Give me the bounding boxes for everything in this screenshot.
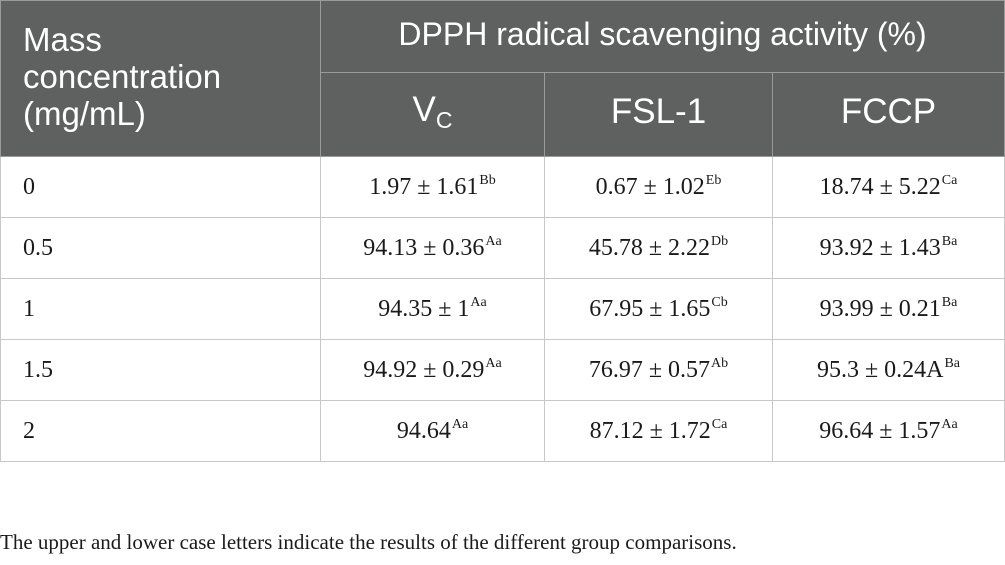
- table-row: 0 1.97 ± 1.61Bb 0.67 ± 1.02Eb 18.74 ± 5.22C…: [0, 156, 1005, 218]
- value-cell: 67.95 ± 1.65Cb: [544, 278, 773, 340]
- concentration-cell: 0: [0, 156, 321, 218]
- significance-superscript: Db: [711, 234, 729, 249]
- value-cell: 94.92 ± 0.29Aa: [320, 339, 545, 401]
- table-row: 1 94.35 ± 1Aa 67.95 ± 1.65Cb 93.99 ± 0.21Ba: [0, 278, 1005, 340]
- column-header-vc: VC: [320, 72, 545, 157]
- value-text: 94.64: [396, 418, 451, 444]
- value-cell: 18.74 ± 5.22Ca: [772, 156, 1005, 218]
- table-body: 0 1.97 ± 1.61Bb 0.67 ± 1.02Eb 18.74 ± 5.22C…: [0, 156, 1005, 462]
- significance-superscript: Ca: [711, 417, 728, 432]
- significance-superscript: Aa: [470, 295, 487, 310]
- value-text: 94.35 ± 1: [378, 296, 470, 322]
- value-cell: 0.67 ± 1.02Eb: [544, 156, 773, 218]
- value-text: 93.92 ± 1.43: [819, 235, 941, 261]
- column-header-fsl1: FSL-1: [544, 72, 773, 157]
- value-text: 45.78 ± 2.22: [588, 235, 711, 261]
- significance-superscript: Aa: [485, 234, 502, 249]
- value-cell: 93.99 ± 0.21Ba: [772, 278, 1005, 340]
- results-table-container: Mass concentration (mg/mL) DPPH radical …: [0, 0, 1005, 462]
- significance-superscript: Ba: [941, 295, 958, 310]
- significance-superscript: Ab: [711, 356, 729, 371]
- value-text: 67.95 ± 1.65: [589, 296, 711, 322]
- value-text: 76.97 ± 0.57: [588, 357, 711, 383]
- value-text: 18.74 ± 5.22: [819, 174, 941, 200]
- value-cell: 87.12 ± 1.72Ca: [544, 400, 773, 462]
- value-text: 0.67 ± 1.02: [595, 174, 705, 200]
- value-text: 94.92 ± 0.29: [363, 357, 485, 383]
- mass-concentration-header: Mass concentration (mg/mL): [0, 0, 321, 157]
- value-text: 87.12 ± 1.72: [589, 418, 711, 444]
- value-cell: 96.64 ± 1.57Aa: [772, 400, 1005, 462]
- dpph-activity-header: DPPH radical scavenging activity (%): [320, 0, 1005, 73]
- concentration-cell: 0.5: [0, 217, 321, 279]
- concentration-cell: 1.5: [0, 339, 321, 401]
- column-header-fccp: FCCP: [772, 72, 1005, 157]
- value-cell: 1.97 ± 1.61Bb: [320, 156, 545, 218]
- significance-superscript: Bb: [479, 173, 496, 188]
- concentration-cell: 2: [0, 400, 321, 462]
- table-row: 2 94.64Aa 87.12 ± 1.72Ca 96.64 ± 1.57Aa: [0, 400, 1005, 462]
- column-header-vc-subscript: C: [435, 107, 453, 133]
- significance-superscript: Cb: [711, 295, 728, 310]
- concentration-cell: 1: [0, 278, 321, 340]
- value-cell: 95.3 ± 0.24ABa: [772, 339, 1005, 401]
- value-text: 1.97 ± 1.61: [369, 174, 479, 200]
- value-text: 96.64 ± 1.57: [819, 418, 941, 444]
- value-cell: 45.78 ± 2.22Db: [544, 217, 773, 279]
- table-row: 1.5 94.92 ± 0.29Aa 76.97 ± 0.57Ab 95.3 ± 0.…: [0, 339, 1005, 401]
- value-cell: 94.64Aa: [320, 400, 545, 462]
- significance-superscript: Aa: [941, 417, 958, 432]
- column-header-vc-main: V: [412, 90, 436, 129]
- significance-superscript: Ba: [941, 234, 958, 249]
- mass-header-line-1: Mass: [23, 21, 102, 58]
- significance-superscript: Eb: [705, 173, 722, 188]
- dpph-results-table: Mass concentration (mg/mL) DPPH radical …: [0, 0, 1005, 462]
- mass-header-line-3: (mg/mL): [23, 95, 146, 132]
- table-row: 0.5 94.13 ± 0.36Aa 45.78 ± 2.22Db 93.92 ± 1…: [0, 217, 1005, 279]
- value-text: 94.13 ± 0.36: [363, 235, 485, 261]
- value-text: 95.3 ± 0.24A: [816, 357, 944, 383]
- table-header: Mass concentration (mg/mL) DPPH radical …: [0, 0, 1005, 157]
- significance-superscript: Aa: [451, 417, 469, 432]
- significance-superscript: Ca: [941, 173, 958, 188]
- mass-header-line-2: concentration: [23, 58, 222, 95]
- table-footnote: The upper and lower case letters indicat…: [0, 530, 737, 554]
- value-text: 93.99 ± 0.21: [819, 296, 941, 322]
- value-cell: 93.92 ± 1.43Ba: [772, 217, 1005, 279]
- value-cell: 94.13 ± 0.36Aa: [320, 217, 545, 279]
- significance-superscript: Ba: [944, 356, 961, 371]
- value-cell: 94.35 ± 1Aa: [320, 278, 545, 340]
- significance-superscript: Aa: [485, 356, 502, 371]
- value-cell: 76.97 ± 0.57Ab: [544, 339, 773, 401]
